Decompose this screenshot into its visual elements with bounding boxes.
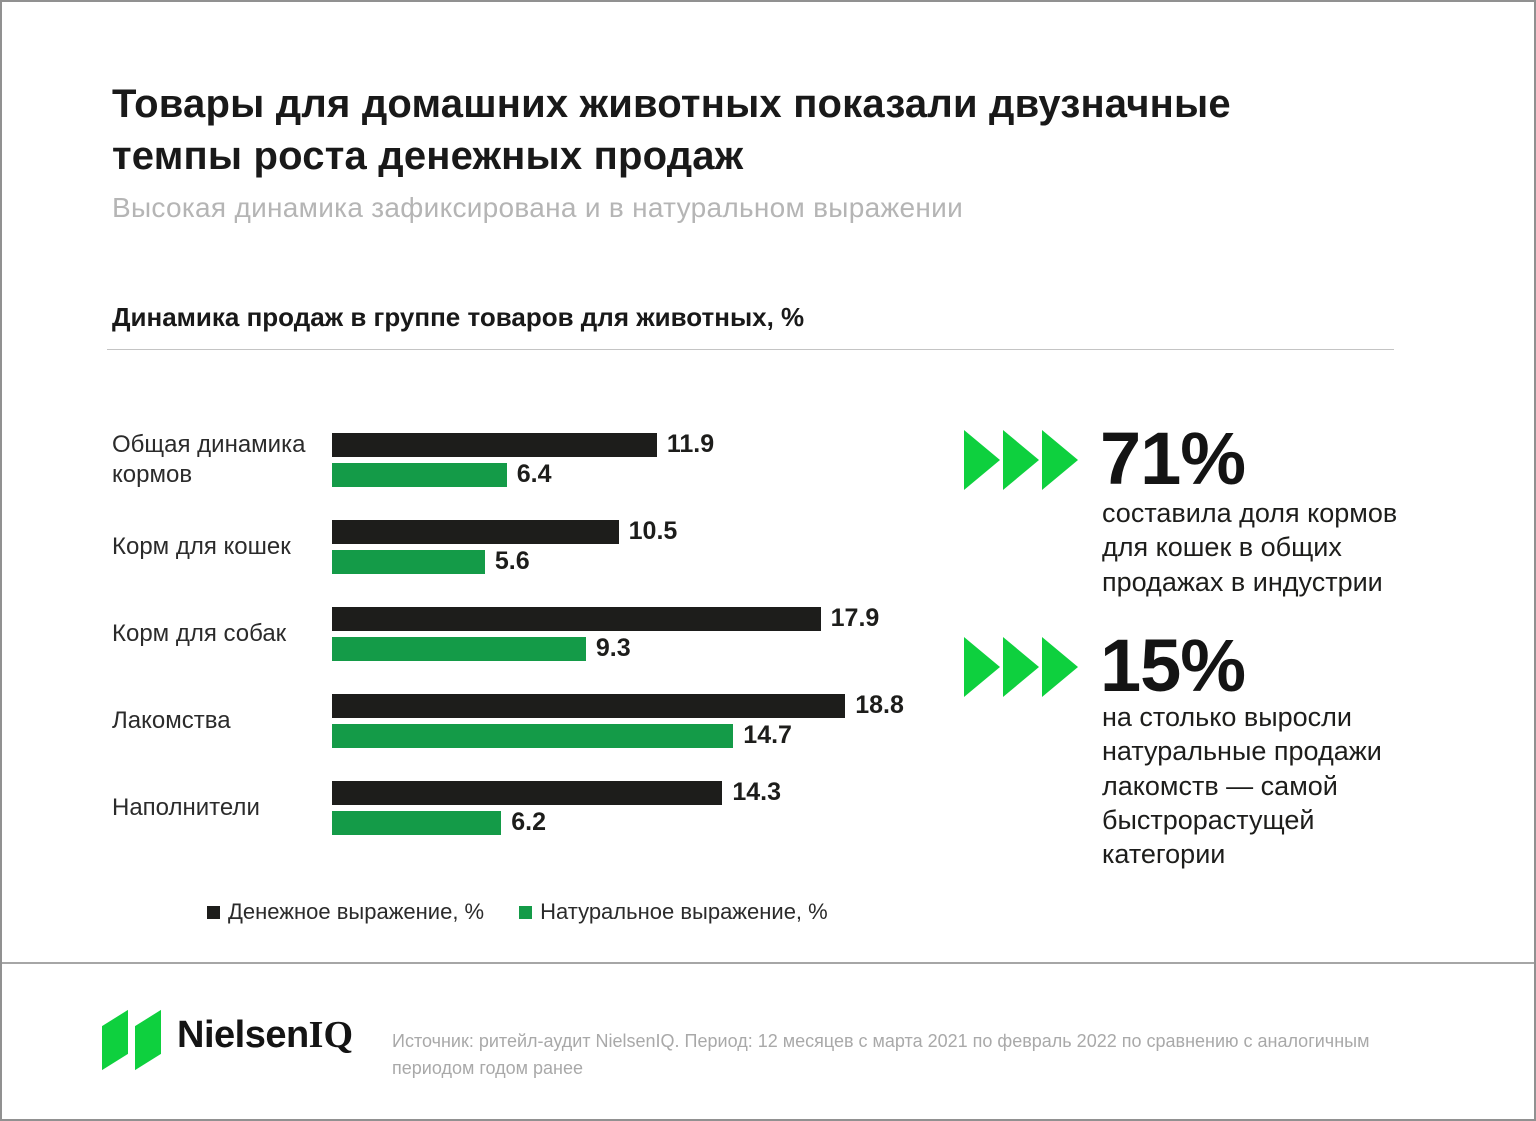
bar-value-label: 5.6 [494, 547, 530, 575]
bar [332, 462, 507, 487]
chart-legend: Денежное выражение, % Натуральное выражен… [207, 899, 828, 925]
legend-label: Денежное выражение, % [228, 899, 485, 924]
page-subtitle: Высокая динамика зафиксирована и в натур… [112, 192, 964, 223]
bar [332, 549, 485, 574]
bar-group: 14.3 6.2 [332, 778, 912, 836]
bar [332, 519, 619, 544]
bar-line: 6.4 [332, 460, 912, 488]
bar [332, 636, 586, 661]
heading-divider [107, 349, 1394, 350]
footer-divider [2, 962, 1534, 964]
triple-arrow-right-icon [964, 637, 1078, 697]
bar-line: 9.3 [332, 634, 912, 662]
logo-text: NielsenIQ [177, 1014, 354, 1056]
bar-line: 14.3 [332, 778, 912, 806]
callout-text: на столько выросли натуральные продажи л… [1102, 702, 1382, 870]
arrow-triangle-icon [964, 430, 1000, 490]
legend-item: Денежное выражение, % [207, 899, 484, 925]
chart-row: Корм для собак 17.9 9.3 [112, 590, 912, 677]
legend-label: Натуральное выражение, % [540, 899, 828, 924]
bar-value-label: 6.2 [511, 808, 547, 836]
logo-slash-icon [102, 1009, 128, 1071]
bar-value-label: 11.9 [666, 430, 715, 458]
bar-line: 14.7 [332, 721, 912, 749]
category-label: Общая динамика кормов [112, 430, 306, 488]
legend-swatch-icon [207, 905, 220, 919]
category-label: Наполнители [112, 793, 260, 821]
bar-group: 17.9 9.3 [332, 604, 912, 662]
bar-value-label: 14.7 [743, 721, 792, 749]
arrow-triangle-icon [1003, 637, 1039, 697]
bar-group: 10.5 5.6 [332, 517, 912, 575]
bar-group: 18.8 14.7 [332, 691, 912, 749]
legend-swatch-icon [519, 905, 533, 919]
bar-line: 11.9 [332, 430, 912, 458]
nielseniq-logo: NielsenIQ [102, 1002, 354, 1071]
bar [332, 606, 821, 631]
page-title: Товары для домашних животных показали дв… [112, 82, 1231, 178]
bar-value-label: 18.8 [855, 691, 904, 719]
chart-row: Общая динамика кормов 11.9 6.4 [112, 416, 912, 503]
bar-line: 18.8 [332, 691, 912, 719]
chart-row: Корм для кошек 10.5 5.6 [112, 503, 912, 590]
bar-group: 11.9 6.4 [332, 430, 912, 488]
bar-value-label: 10.5 [628, 517, 678, 545]
chart-title: Динамика продаж в группе товаров для жив… [112, 302, 805, 332]
bar-chart: Общая динамика кормов 11.9 6.4 Корм для кош… [112, 416, 912, 851]
arrow-triangle-icon [1042, 637, 1078, 697]
bar-value-label: 17.9 [830, 604, 880, 632]
bar-value-label: 9.3 [595, 634, 631, 662]
callout-value: 71% [1100, 417, 1246, 500]
bar-value-label: 14.3 [732, 778, 782, 806]
bar [332, 780, 723, 805]
chart-row: Лакомства 18.8 14.7 [112, 677, 912, 764]
arrow-triangle-icon [1003, 430, 1039, 490]
source-note: Источник: ритейл-аудит NielsenIQ. Период… [392, 1031, 1370, 1078]
category-label: Корм для кошек [112, 532, 291, 560]
bar-line: 10.5 [332, 517, 912, 545]
arrow-triangle-icon [1042, 430, 1078, 490]
arrow-triangle-icon [964, 637, 1000, 697]
logo-slash-icon [135, 1009, 161, 1071]
bar-line: 5.6 [332, 547, 912, 575]
bar [332, 723, 734, 748]
bar [332, 810, 502, 835]
bar [332, 432, 657, 457]
category-label: Лакомства [112, 706, 231, 734]
nielseniq-double-slash-icon [102, 1002, 161, 1071]
bar-line: 6.2 [332, 808, 912, 836]
legend-item: Натуральное выражение, % [519, 899, 828, 925]
bar-line: 17.9 [332, 604, 912, 632]
triple-arrow-right-icon [964, 430, 1078, 490]
category-label: Корм для собак [112, 619, 287, 647]
bar [332, 693, 846, 718]
bar-value-label: 6.4 [516, 460, 552, 488]
chart-row: Наполнители 14.3 6.2 [112, 764, 912, 851]
callout-value: 15% [1100, 624, 1246, 707]
callout-text: составила доля кормов для кошек в общих … [1102, 498, 1398, 597]
